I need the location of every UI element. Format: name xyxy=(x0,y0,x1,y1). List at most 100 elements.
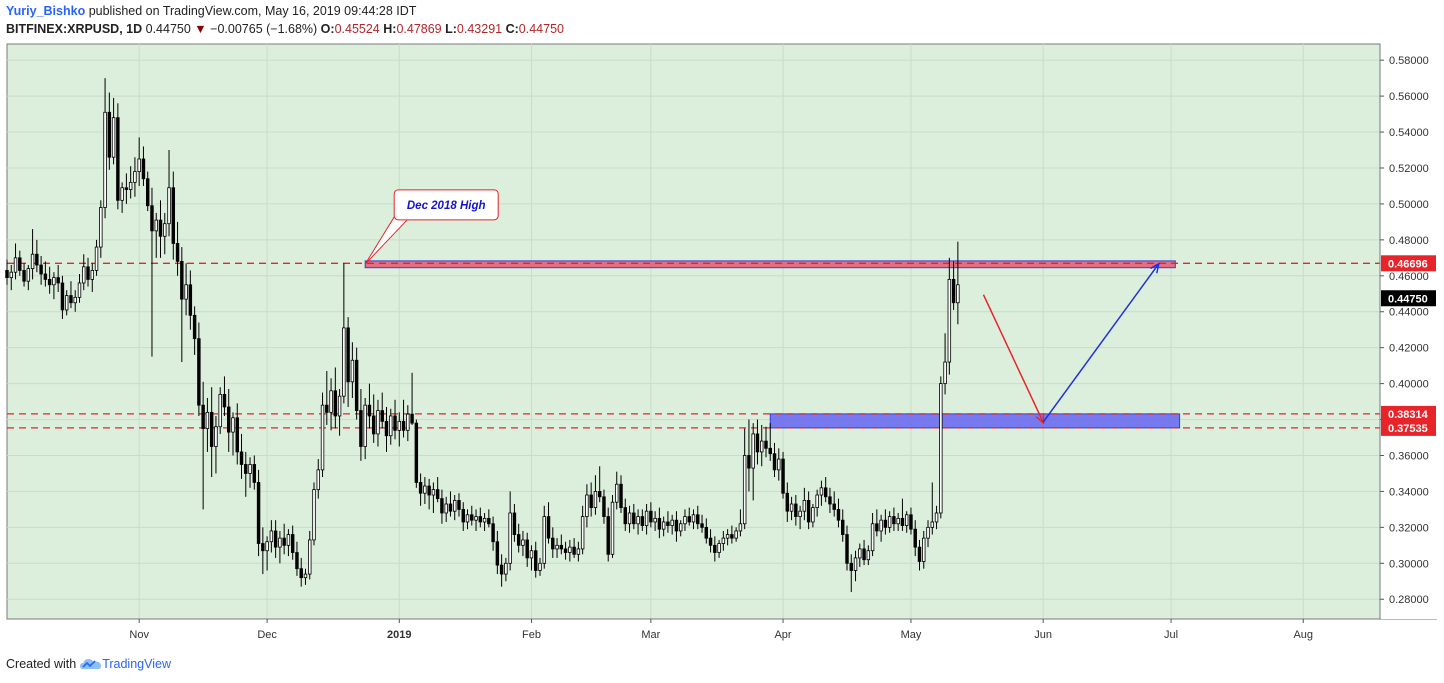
candle-body-115 xyxy=(495,541,500,566)
candle-body-223 xyxy=(956,284,960,304)
plot-background xyxy=(6,43,1381,620)
candle-body-1 xyxy=(9,271,13,278)
candle-body-171 xyxy=(734,530,738,539)
candle-body-162 xyxy=(696,514,700,525)
symbol-info: BITFINEX:XRPUSD, 1D 0.44750 ▼ −0.00765 (… xyxy=(6,22,564,36)
candle-body-24 xyxy=(107,111,112,158)
candle-body-148 xyxy=(636,516,640,525)
candle-body-80 xyxy=(346,327,350,383)
candle-body-152 xyxy=(653,517,657,523)
candle-body-112 xyxy=(482,517,487,523)
arrows xyxy=(982,264,1158,423)
candle-body-82 xyxy=(354,359,359,411)
candle-body-168 xyxy=(721,537,726,544)
arrow-down xyxy=(982,294,1043,423)
candle-body-154 xyxy=(661,521,666,530)
candle-body-33 xyxy=(145,178,150,207)
candle-body-165 xyxy=(708,537,713,546)
candle-body-79 xyxy=(342,327,346,397)
candle-body-14 xyxy=(64,295,69,311)
candle-body-216 xyxy=(926,526,930,539)
price-axis[interactable]: 0.58000 0.56000 0.54000 0.52000 0.50000 0.480… xyxy=(1380,55,1429,606)
candle-body-184 xyxy=(789,503,794,512)
candle-body-25 xyxy=(111,117,116,158)
candle-body-181 xyxy=(777,458,781,471)
candle-body-199 xyxy=(853,557,858,571)
candle-body-78 xyxy=(337,395,342,417)
candle-body-174 xyxy=(747,455,751,469)
y-tick-label-1: 0.56000 xyxy=(1389,91,1429,103)
candle-body-43 xyxy=(188,284,193,316)
candle-body-93 xyxy=(401,420,406,431)
open-value: 0.45524 xyxy=(334,22,380,36)
high-value: 0.47869 xyxy=(396,22,442,36)
candle-body-20 xyxy=(90,270,95,280)
candle-body-38 xyxy=(167,187,171,225)
candle-body-58 xyxy=(252,464,257,483)
candle-body-61 xyxy=(265,541,269,552)
close-label: C: xyxy=(505,22,519,36)
candle-body-12 xyxy=(56,277,60,284)
tradingview-brand[interactable]: TradingView xyxy=(80,657,171,671)
candle-body-138 xyxy=(593,491,598,508)
y-tick-label-0: 0.58000 xyxy=(1389,55,1429,67)
candle-body-54 xyxy=(235,417,239,453)
candle-body-74 xyxy=(320,404,325,471)
candle-body-155 xyxy=(666,521,670,526)
x-tick-label-1: Dec xyxy=(257,629,277,641)
candle-body-36 xyxy=(158,219,163,237)
candle-body-92 xyxy=(397,420,402,431)
candle-body-187 xyxy=(802,500,807,512)
candle-body-66 xyxy=(286,534,291,546)
resistance-zone xyxy=(364,260,1176,269)
candle-body-89 xyxy=(384,420,389,437)
candle-body-136 xyxy=(585,494,589,517)
candle-body-118 xyxy=(508,512,512,564)
y-tick-label-5: 0.48000 xyxy=(1389,235,1429,247)
arrow-up xyxy=(1042,264,1158,423)
candle-body-62 xyxy=(269,530,274,543)
candle-body-163 xyxy=(700,523,704,528)
footer: Created with TradingView xyxy=(6,657,171,671)
candle-body-211 xyxy=(904,514,909,526)
candle-body-4 xyxy=(22,270,26,282)
candle-body-166 xyxy=(713,544,717,553)
candle-body-9 xyxy=(43,273,48,280)
candle-body-117 xyxy=(504,562,508,575)
author-link[interactable]: Yuriy_Bishko xyxy=(6,4,86,18)
candle-body-19 xyxy=(86,266,90,280)
tradingview-brand-text: TradingView xyxy=(102,657,171,671)
candle-body-160 xyxy=(687,516,691,523)
price-change: −0.00765 (−1.68%) xyxy=(210,22,318,36)
candle-body-127 xyxy=(546,516,551,539)
candle-body-52 xyxy=(227,406,231,433)
symbol-name[interactable]: BITFINEX:XRPUSD, 1D xyxy=(6,22,143,36)
open-label: O: xyxy=(320,22,335,36)
candle-body-91 xyxy=(393,415,397,431)
candle-body-200 xyxy=(858,548,862,559)
candle-body-123 xyxy=(529,550,534,559)
candle-body-116 xyxy=(499,564,504,575)
candle-body-191 xyxy=(819,487,824,496)
candle-body-178 xyxy=(764,440,768,449)
candle-body-21 xyxy=(94,246,99,271)
candle-body-151 xyxy=(649,510,653,523)
candle-body-107 xyxy=(461,508,465,523)
candle-body-144 xyxy=(619,483,623,508)
candle-body-188 xyxy=(806,500,811,523)
candle-body-83 xyxy=(359,410,363,447)
candle-body-119 xyxy=(512,512,517,535)
candle-body-77 xyxy=(333,390,338,417)
published-text: published on TradingView.com, May 16, 20… xyxy=(88,4,417,18)
candle-body-71 xyxy=(308,539,312,575)
time-axis[interactable]: Nov Dec 2019 Feb Mar Apr May Jun Jul Aug xyxy=(129,619,1313,641)
y-tick-label-14: 0.30000 xyxy=(1389,558,1429,570)
publish-info: Yuriy_Bishko published on TradingView.co… xyxy=(6,4,416,18)
candle-body-141 xyxy=(606,516,610,555)
candle-body-120 xyxy=(516,534,521,546)
candle-body-206 xyxy=(883,519,888,528)
candle-body-124 xyxy=(534,550,538,571)
candle-body-218 xyxy=(934,512,939,523)
candle-body-101 xyxy=(435,489,440,500)
